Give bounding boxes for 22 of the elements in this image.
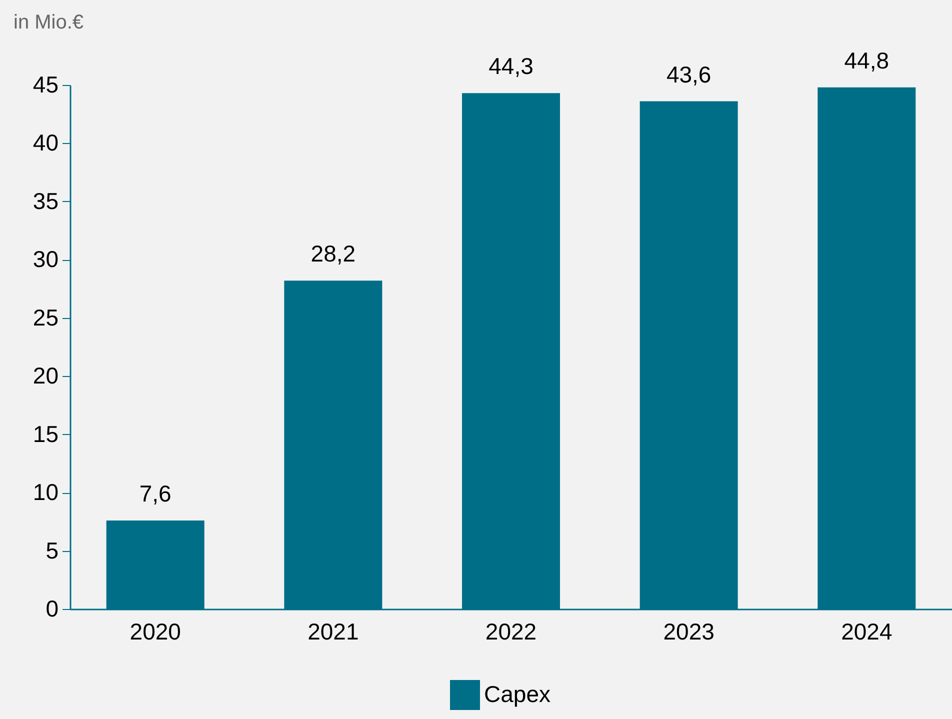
y-tick-label: 15 xyxy=(32,420,58,447)
data-label: 28,2 xyxy=(310,240,356,267)
y-tick-label: 40 xyxy=(32,130,58,156)
data-label: 43,6 xyxy=(666,61,712,88)
legend-label: Capex xyxy=(484,681,551,707)
x-tick-label: 2023 xyxy=(663,618,714,644)
data-label: 7,6 xyxy=(139,480,172,506)
data-label: 44,8 xyxy=(844,47,890,74)
x-tick-label: 2022 xyxy=(485,618,537,644)
y-tick-label: 30 xyxy=(32,246,58,272)
x-tick-label: 2024 xyxy=(841,618,892,644)
y-tick-label: 0 xyxy=(46,596,58,622)
y-tick-label: 35 xyxy=(32,188,58,214)
x-tick-label: 2021 xyxy=(308,618,359,644)
data-label: 44,3 xyxy=(488,53,534,80)
y-axis-title: in Mio.€ xyxy=(14,12,84,34)
y-tick-label: 45 xyxy=(32,72,58,98)
y-tick-label: 5 xyxy=(46,537,58,564)
y-tick-label: 25 xyxy=(32,304,58,330)
x-tick-label: 2020 xyxy=(130,618,181,644)
y-tick-label: 20 xyxy=(32,362,58,389)
y-tick-label: 10 xyxy=(32,479,58,506)
